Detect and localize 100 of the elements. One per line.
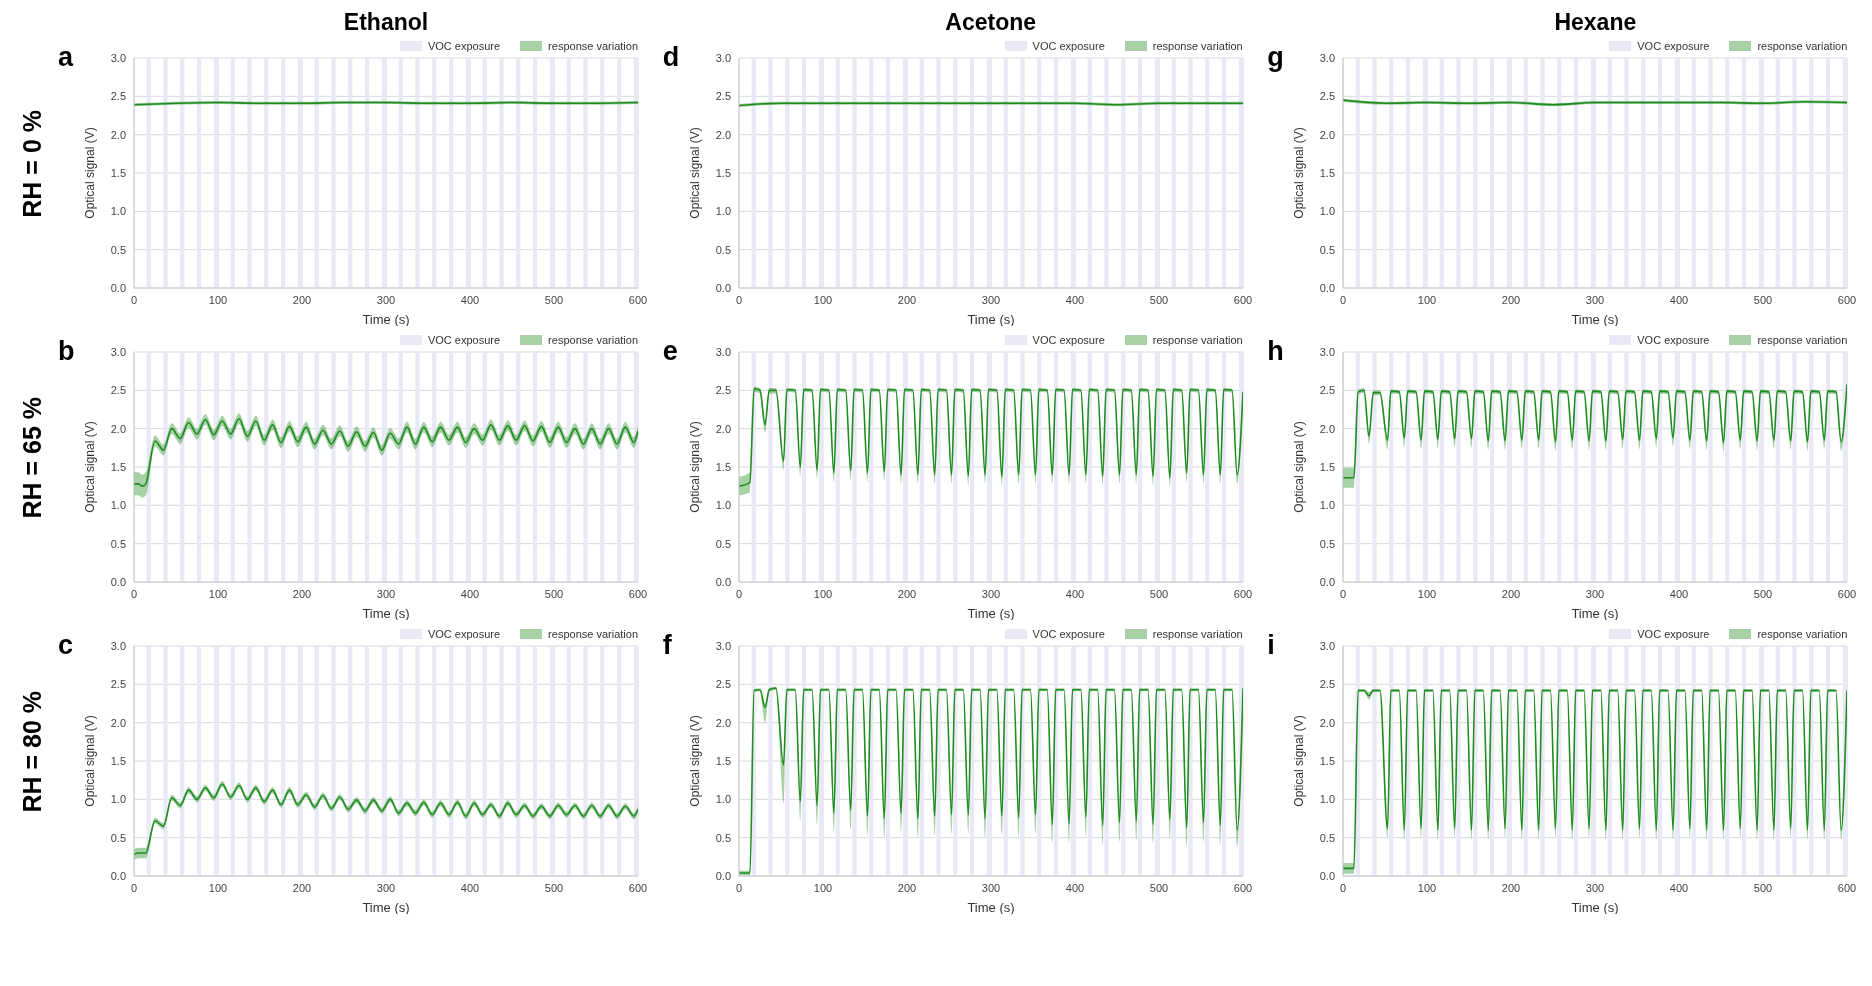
- legend-label: VOC exposure: [1032, 40, 1105, 52]
- x-tick-label: 200: [897, 293, 916, 306]
- y-tick-label: 2.0: [715, 422, 731, 435]
- x-tick-label: 300: [1586, 293, 1605, 306]
- y-tick-label: 0.0: [715, 869, 731, 882]
- legend-label: response variation: [1152, 40, 1243, 52]
- legend-label: response variation: [548, 628, 638, 640]
- y-tick-label: 0.5: [1320, 831, 1336, 844]
- x-tick-label: 100: [813, 587, 832, 600]
- y-tick-label: 0.0: [715, 281, 731, 294]
- y-tick-label: 1.5: [1320, 460, 1336, 473]
- x-tick-label: 100: [813, 293, 832, 306]
- x-tick-label: 500: [1754, 881, 1773, 894]
- y-tick-label: 1.5: [1320, 166, 1336, 179]
- y-tick-label: 0.0: [110, 281, 126, 294]
- x-axis-title: Time (s): [362, 606, 410, 621]
- x-tick-label: 500: [1754, 293, 1773, 306]
- legend-label: response variation: [1757, 334, 1848, 346]
- y-tick-label: 0.0: [1320, 869, 1336, 882]
- x-tick-label: 600: [628, 587, 648, 600]
- x-axis-title: Time (s): [967, 900, 1015, 915]
- text: RH = 80 %: [17, 691, 47, 813]
- y-axis-title: Optical signal (V): [1292, 715, 1307, 807]
- x-axis-title: Time (s): [362, 312, 410, 327]
- y-tick-label: 1.0: [715, 793, 731, 806]
- y-tick-label: 1.5: [715, 754, 731, 767]
- x-tick-label: 200: [1502, 587, 1521, 600]
- y-tick-label: 1.5: [1320, 754, 1336, 767]
- x-tick-label: 500: [1149, 881, 1168, 894]
- x-tick-label: 100: [208, 293, 228, 306]
- x-tick-label: 500: [544, 587, 564, 600]
- y-tick-label: 1.5: [715, 166, 731, 179]
- x-tick-label: 0: [130, 881, 138, 894]
- y-tick-label: 0.0: [110, 575, 126, 588]
- y-tick-label: 3.0: [110, 345, 126, 358]
- chart-title: Acetone: [944, 8, 1038, 36]
- chart-title: Hexane: [1553, 8, 1638, 36]
- y-axis-title: Optical signal (V): [687, 421, 702, 513]
- y-tick-label: 2.0: [1320, 716, 1336, 729]
- x-tick-label: 300: [1586, 587, 1605, 600]
- y-axis-title: Optical signal (V): [83, 421, 98, 513]
- legend-label: response variation: [1757, 40, 1848, 52]
- text: e: [662, 336, 678, 366]
- y-tick-label: 2.0: [715, 716, 731, 729]
- x-tick-label: 500: [1149, 293, 1168, 306]
- y-tick-label: 2.0: [110, 716, 126, 729]
- y-tick-label: 1.0: [1320, 205, 1336, 218]
- x-tick-label: 100: [1418, 293, 1437, 306]
- y-tick-label: 0.0: [715, 575, 731, 588]
- text: RH = 65 %: [17, 397, 47, 519]
- x-tick-label: 100: [813, 881, 832, 894]
- x-tick-label: 600: [628, 881, 648, 894]
- y-tick-label: 2.5: [110, 90, 126, 103]
- x-tick-label: 600: [1233, 881, 1252, 894]
- text: b: [58, 336, 75, 366]
- y-tick-label: 1.0: [715, 205, 731, 218]
- y-tick-label: 2.5: [1320, 384, 1336, 397]
- x-tick-label: 400: [1065, 587, 1084, 600]
- x-tick-label: 100: [1418, 881, 1437, 894]
- legend-label: response variation: [1152, 334, 1243, 346]
- legend-label: VOC exposure: [1637, 628, 1710, 640]
- x-tick-label: 200: [1502, 881, 1521, 894]
- y-tick-label: 0.5: [715, 537, 731, 550]
- x-tick-label: 0: [1340, 587, 1347, 600]
- y-tick-label: 0.5: [1320, 537, 1336, 550]
- y-tick-label: 3.0: [1320, 51, 1336, 64]
- x-tick-label: 0: [1340, 881, 1347, 894]
- y-tick-label: 0.5: [1320, 243, 1336, 256]
- text: c: [58, 630, 74, 660]
- y-tick-label: 3.0: [110, 51, 126, 64]
- text: d: [662, 42, 680, 72]
- x-tick-label: 400: [1065, 881, 1084, 894]
- x-tick-label: 300: [376, 587, 396, 600]
- y-tick-label: 2.0: [715, 128, 731, 141]
- x-axis-title: Time (s): [1571, 312, 1619, 327]
- y-tick-label: 2.5: [715, 678, 731, 691]
- y-tick-label: 3.0: [715, 639, 731, 652]
- x-axis-title: Time (s): [1571, 900, 1619, 915]
- x-tick-label: 200: [897, 881, 916, 894]
- text: a: [58, 42, 74, 72]
- y-tick-label: 2.0: [110, 128, 126, 141]
- x-tick-label: 300: [1586, 881, 1605, 894]
- y-tick-label: 1.5: [110, 166, 126, 179]
- legend-label: VOC exposure: [1032, 334, 1105, 346]
- y-tick-label: 1.5: [110, 460, 126, 473]
- y-tick-label: 0.0: [1320, 281, 1336, 294]
- y-tick-label: 0.5: [715, 831, 731, 844]
- legend-label: VOC exposure: [427, 628, 501, 640]
- y-tick-label: 0.0: [110, 869, 126, 882]
- y-tick-label: 3.0: [1320, 345, 1336, 358]
- y-tick-label: 2.0: [1320, 422, 1336, 435]
- y-tick-label: 1.0: [110, 793, 126, 806]
- x-tick-label: 0: [1340, 293, 1347, 306]
- x-axis-title: Time (s): [967, 312, 1015, 327]
- x-tick-label: 0: [735, 587, 742, 600]
- text: h: [1267, 336, 1284, 366]
- x-tick-label: 0: [735, 881, 742, 894]
- x-axis-title: Time (s): [967, 606, 1015, 621]
- x-tick-label: 100: [208, 587, 228, 600]
- legend-label: VOC exposure: [427, 40, 501, 52]
